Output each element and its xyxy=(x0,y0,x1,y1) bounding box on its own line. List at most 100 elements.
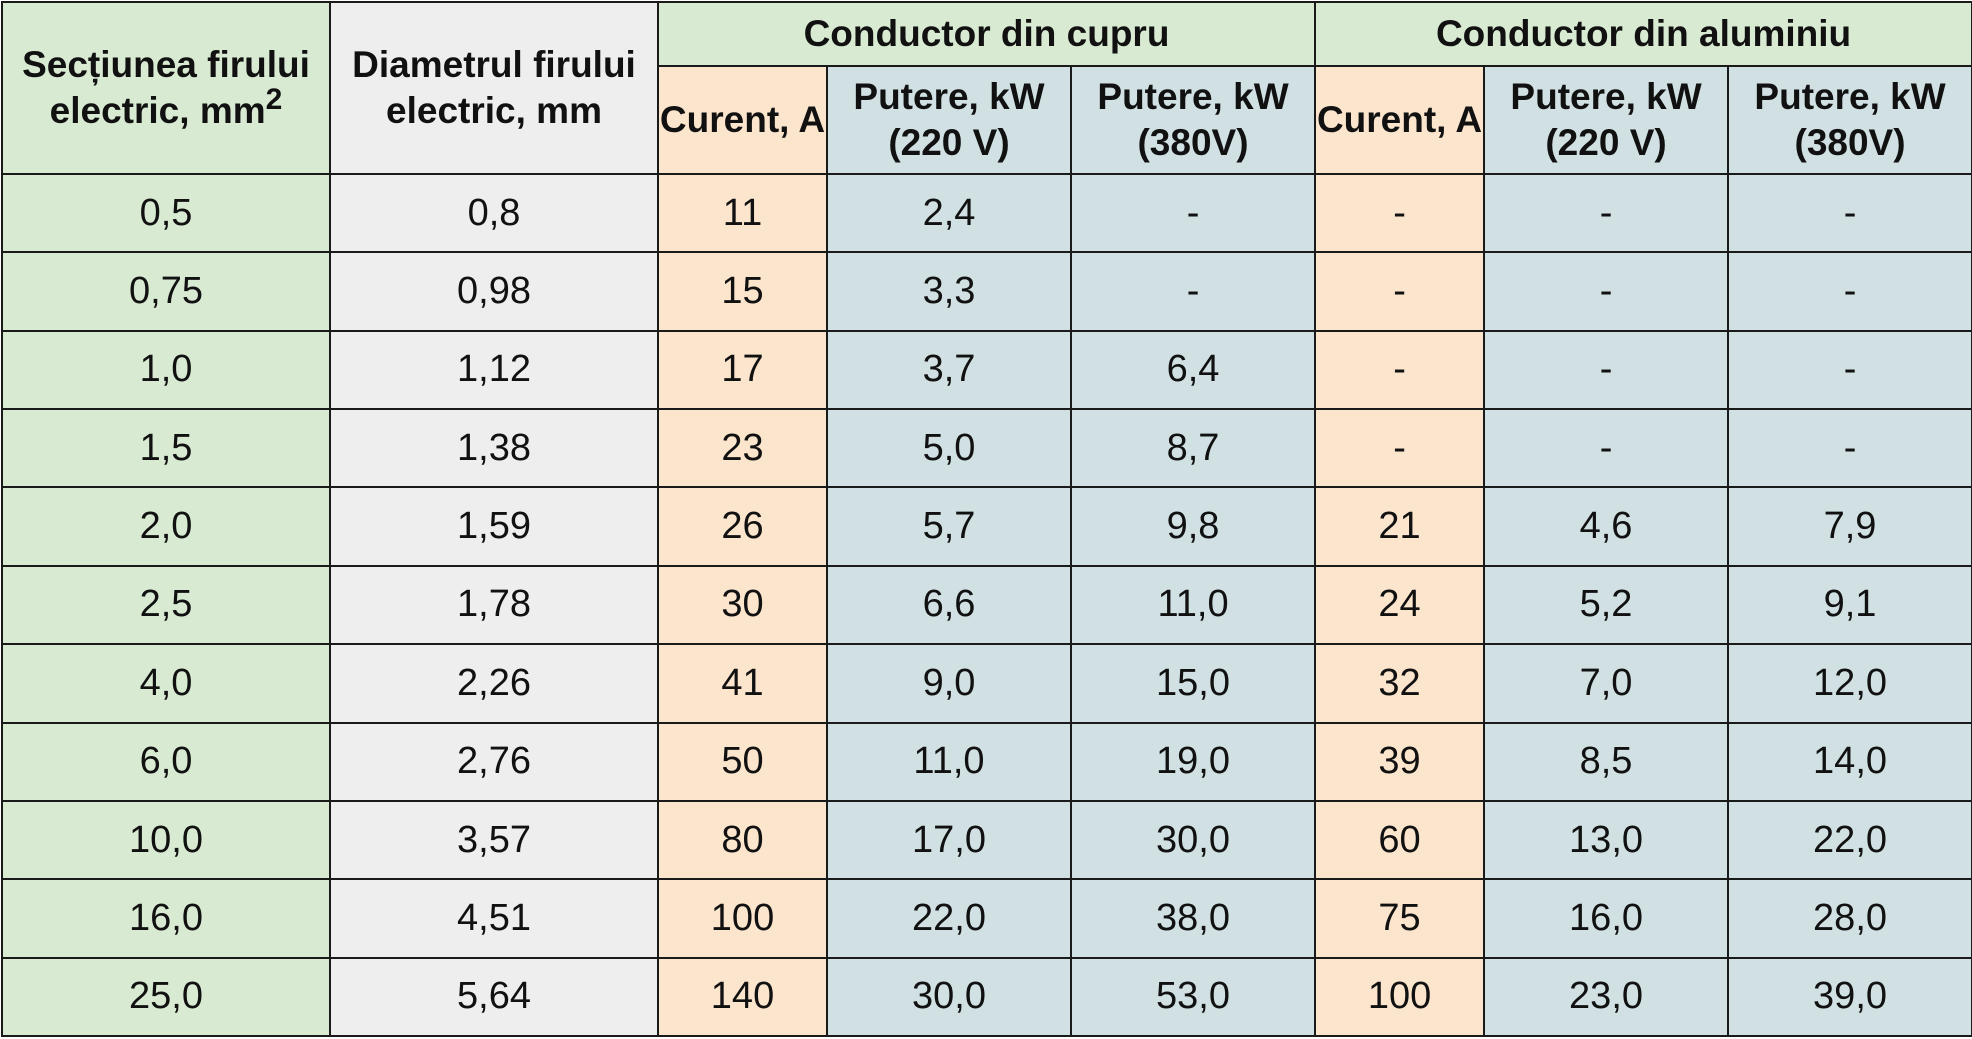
cell-al-power-220: 23,0 xyxy=(1483,956,1730,1038)
cell-al-power-380: - xyxy=(1727,408,1972,489)
header-al-current: Curent, A xyxy=(1314,65,1486,175)
cell-al-power-380: - xyxy=(1727,329,1972,411)
cell-al-power-380: 22,0 xyxy=(1727,799,1972,881)
cell-al-power-380: 39,0 xyxy=(1727,956,1972,1038)
cell-al-power-220: 5,2 xyxy=(1483,564,1730,646)
cell-al-power-380: 28,0 xyxy=(1727,878,1972,959)
cell-al-current: 24 xyxy=(1314,564,1486,646)
header-row-subcolumns: Curent, A Putere, kW (220 V) Putere, kW … xyxy=(2,65,1972,175)
cell-al-current: 39 xyxy=(1314,721,1486,802)
cell-cu-current: 23 xyxy=(657,408,828,489)
table-row: 10,0 3,57 80 17,0 30,0 60 13,0 22,0 xyxy=(1,799,1972,881)
cell-diameter: 1,78 xyxy=(329,564,659,646)
cell-al-current: - xyxy=(1314,408,1486,489)
cell-al-power-380: 9,1 xyxy=(1727,564,1972,646)
cell-cu-power-380: 9,8 xyxy=(1069,486,1317,567)
cell-cu-power-380: - xyxy=(1069,251,1317,332)
cell-al-current: 75 xyxy=(1314,878,1486,959)
table-row: 25,0 5,64 140 30,0 53,0 100 23,0 39,0 xyxy=(1,956,1972,1038)
cell-al-power-380: 7,9 xyxy=(1727,486,1972,567)
table-row: 16,0 4,51 100 22,0 38,0 75 16,0 28,0 xyxy=(1,878,1972,959)
cell-al-power-220: - xyxy=(1483,251,1730,332)
cell-cu-current: 30 xyxy=(657,564,828,646)
cell-cu-power-220: 17,0 xyxy=(826,799,1072,881)
table-row: 4,0 2,26 41 9,0 15,0 32 7,0 12,0 xyxy=(1,643,1972,724)
cell-cu-power-220: 30,0 xyxy=(826,956,1072,1038)
cell-cu-current: 41 xyxy=(657,643,828,724)
cell-diameter: 5,64 xyxy=(329,956,659,1038)
cell-cu-current: 11 xyxy=(657,172,828,254)
table-row: 2,0 1,59 26 5,7 9,8 21 4,6 7,9 xyxy=(1,486,1972,567)
cell-al-power-220: - xyxy=(1483,329,1730,411)
header-row-groups: Secțiunea firului electric, mm2 Diametru… xyxy=(1,1,1972,175)
cell-cu-current: 80 xyxy=(657,799,828,881)
cell-cu-power-220: 9,0 xyxy=(826,643,1072,724)
cell-cu-current: 15 xyxy=(657,251,828,332)
cell-cu-current: 100 xyxy=(657,878,828,959)
cell-cu-power-220: 22,0 xyxy=(826,878,1072,959)
cell-diameter: 3,57 xyxy=(329,799,659,881)
cell-cu-power-380: 8,7 xyxy=(1069,408,1317,489)
cell-al-current: - xyxy=(1314,329,1486,411)
cell-cu-current: 26 xyxy=(657,486,828,567)
table-row: 6,0 2,76 50 11,0 19,0 39 8,5 14,0 xyxy=(1,721,1972,802)
cell-al-power-220: 16,0 xyxy=(1483,878,1730,959)
cell-al-power-380: - xyxy=(1727,251,1972,332)
cell-al-current: - xyxy=(1314,251,1486,332)
cell-section: 4,0 xyxy=(1,643,331,724)
cell-section: 2,5 xyxy=(1,564,331,646)
cell-section: 1,5 xyxy=(1,408,331,489)
table-row: 0,5 0,8 11 2,4 - - - - xyxy=(1,172,1972,254)
header-section: Secțiunea firului electric, mm2 xyxy=(1,1,331,175)
cell-cu-power-380: 53,0 xyxy=(1069,956,1317,1038)
cell-diameter: 1,38 xyxy=(329,408,659,489)
header-cu-current: Curent, A xyxy=(657,65,828,175)
cell-cu-power-220: 3,7 xyxy=(826,329,1072,411)
cell-section: 16,0 xyxy=(1,878,331,959)
cell-cu-power-380: 19,0 xyxy=(1069,721,1317,802)
cell-al-power-380: - xyxy=(1727,172,1972,254)
cell-al-power-220: - xyxy=(1483,172,1730,254)
cell-al-power-380: 12,0 xyxy=(1727,643,1972,724)
cell-section: 2,0 xyxy=(1,486,331,567)
header-al-power-380: Putere, kW (380V) xyxy=(1727,65,1972,175)
cell-al-power-220: 13,0 xyxy=(1483,799,1730,881)
cell-diameter: 1,12 xyxy=(329,329,659,411)
cell-cu-current: 17 xyxy=(657,329,828,411)
cell-cu-power-380: 38,0 xyxy=(1069,878,1317,959)
table-row: 1,0 1,12 17 3,7 6,4 - - - xyxy=(1,329,1972,411)
header-al-power-220: Putere, kW (220 V) xyxy=(1483,65,1730,175)
header-section-label: Secțiunea firului electric, mm xyxy=(22,44,310,131)
header-diameter: Diametrul firului electric, mm xyxy=(329,1,659,175)
cell-al-current: - xyxy=(1314,172,1486,254)
table-body: 0,5 0,8 11 2,4 - - - - 0,75 0,98 15 3,3 … xyxy=(1,172,1972,1038)
cell-cu-power-380: 30,0 xyxy=(1069,799,1317,881)
cell-cu-power-380: 15,0 xyxy=(1069,643,1317,724)
cell-cu-power-380: 6,4 xyxy=(1069,329,1317,411)
cell-al-power-380: 14,0 xyxy=(1727,721,1972,802)
cell-cu-power-220: 5,0 xyxy=(826,408,1072,489)
cell-cu-power-380: - xyxy=(1069,172,1317,254)
table-row: 0,75 0,98 15 3,3 - - - - xyxy=(1,251,1972,332)
cell-diameter: 0,98 xyxy=(329,251,659,332)
cell-cu-power-220: 11,0 xyxy=(826,721,1072,802)
cell-cu-power-220: 6,6 xyxy=(826,564,1072,646)
cell-al-current: 21 xyxy=(1314,486,1486,567)
cell-al-current: 100 xyxy=(1314,956,1486,1038)
cell-al-power-220: 7,0 xyxy=(1483,643,1730,724)
cell-diameter: 2,76 xyxy=(329,721,659,802)
cell-cu-power-220: 5,7 xyxy=(826,486,1072,567)
cell-section: 25,0 xyxy=(1,956,331,1038)
cell-diameter: 2,26 xyxy=(329,643,659,724)
cell-cu-current: 140 xyxy=(657,956,828,1038)
cell-section: 6,0 xyxy=(1,721,331,802)
cell-cu-power-380: 11,0 xyxy=(1069,564,1317,646)
table-header: Secțiunea firului electric, mm2 Diametru… xyxy=(1,1,1972,175)
cell-diameter: 4,51 xyxy=(329,878,659,959)
cell-section: 1,0 xyxy=(1,329,331,411)
cell-section: 10,0 xyxy=(1,799,331,881)
header-section-sup: 2 xyxy=(265,83,283,116)
header-cu-power-380: Putere, kW (380V) xyxy=(1069,65,1317,175)
table-row: 1,5 1,38 23 5,0 8,7 - - - xyxy=(1,408,1972,489)
